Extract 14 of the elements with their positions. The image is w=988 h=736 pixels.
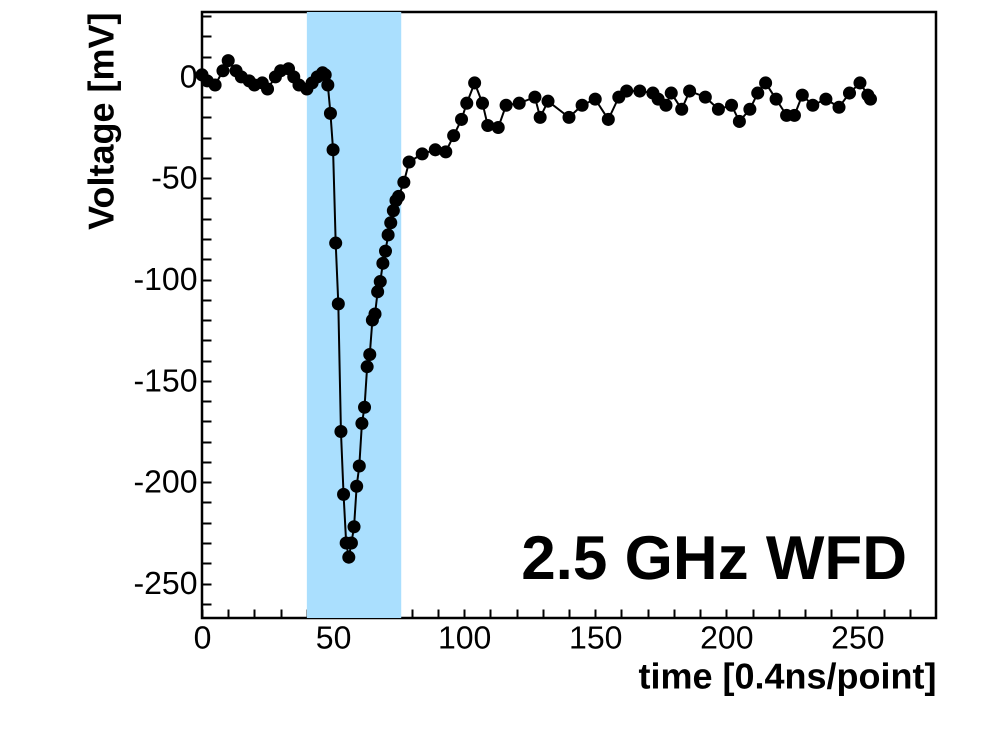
y-tick-label: -100 (133, 261, 198, 298)
y-axis-title: Voltage [mV] (80, 12, 122, 230)
x-tick-label: 50 (316, 620, 352, 656)
x-tick-label: 150 (569, 620, 622, 656)
y-tick-label: -50 (151, 160, 198, 196)
x-tick-label: 200 (700, 620, 754, 656)
x-tick-label: 250 (831, 620, 885, 656)
y-tick-label: -150 (133, 362, 198, 398)
y-tick-label: 0 (180, 58, 198, 94)
y-tick-label: -250 (133, 565, 198, 602)
x-tick-label: 100 (438, 620, 492, 656)
x-axis-title: time [0.4ns/point] (638, 656, 936, 696)
annotation: 2.5 GHz WFD (521, 524, 907, 593)
y-tick-label: -200 (133, 464, 198, 500)
